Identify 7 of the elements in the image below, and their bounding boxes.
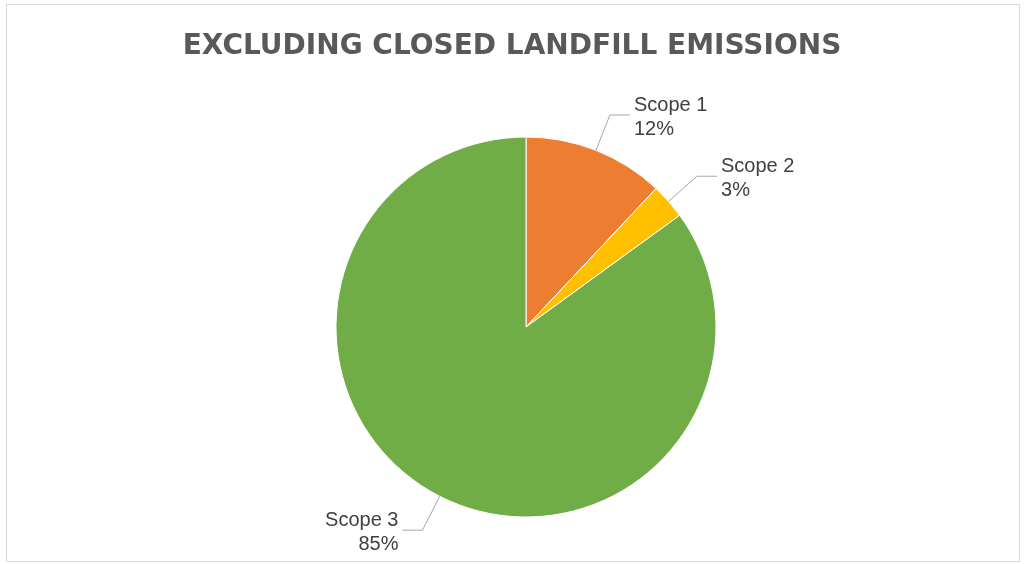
- data-label: 85%: [358, 532, 399, 555]
- data-label: 12%: [633, 117, 675, 140]
- slice-label: Scope 1: [633, 93, 708, 116]
- slice-label: Scope 3: [325, 508, 399, 531]
- slice-label: Scope 2: [721, 154, 795, 177]
- data-label: 3%: [721, 178, 751, 201]
- chart-title: EXCLUDING CLOSED LANDFILL EMISSIONS: [181, 28, 843, 61]
